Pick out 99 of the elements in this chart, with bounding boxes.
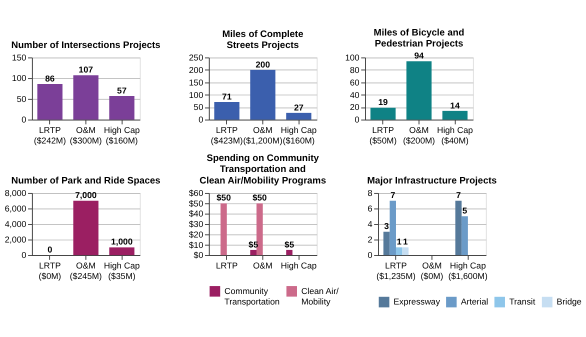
bar	[442, 110, 468, 120]
bar	[462, 216, 468, 256]
chart-title: Miles of Bicycle and Pedestrian Projects	[374, 27, 465, 50]
y-tick-label: 100	[188, 90, 204, 100]
x-tick-label: LRTP ($423M)	[210, 124, 244, 146]
y-tick-label: $0	[194, 250, 204, 260]
bar	[390, 200, 396, 256]
x-tick-label: LRTP ($50M)	[369, 124, 397, 146]
bar	[109, 96, 134, 120]
data-label: 94	[414, 50, 424, 61]
y-tick-label: $50	[188, 198, 204, 208]
y-tick-label: 4,000	[4, 219, 27, 230]
y-tick-label: 150	[188, 77, 204, 88]
bar	[214, 102, 240, 120]
bar	[455, 200, 462, 256]
data-label: 7	[456, 190, 462, 200]
x-tick-label: O&M ($300M)	[70, 124, 102, 146]
x-tick-label: High Cap ($35M)	[104, 260, 140, 281]
legend-label: Clean Air/ Mobility	[301, 286, 340, 306]
x-tick-label: O&M	[252, 260, 273, 270]
chart-title: Number of Intersections Projects	[11, 40, 160, 51]
bar	[250, 70, 276, 120]
bar	[37, 84, 62, 120]
data-label: 71	[222, 91, 232, 102]
data-label: 7	[390, 190, 396, 200]
x-tick-label: High Cap	[280, 260, 317, 270]
data-label: 5	[462, 206, 468, 216]
x-tick-label: High Cap ($160M)	[104, 124, 140, 146]
data-label: 1	[396, 236, 402, 247]
chart-title: Spending on Community Transportation and Clean Air/Mobility Programs	[199, 153, 326, 186]
chart-title: Number of Park and Ride Spaces	[11, 175, 160, 186]
y-tick-label: 250	[188, 52, 204, 62]
y-tick-label: 0	[368, 250, 373, 260]
y-tick-label: $40	[188, 208, 204, 219]
data-label: 14	[450, 100, 460, 110]
x-tick-label: LRTP ($0M)	[38, 260, 62, 281]
x-tick-label: High Cap ($40M)	[436, 124, 474, 146]
x-tick-label: O&M ($0M)	[420, 260, 444, 281]
y-tick-label: 6,000	[4, 204, 27, 214]
x-tick-label: LRTP	[216, 260, 238, 270]
y-tick-label: 8	[368, 188, 373, 198]
data-label: $50	[216, 192, 232, 203]
bar	[286, 112, 312, 120]
y-tick-label: 0	[354, 114, 360, 125]
data-label: 0	[48, 244, 53, 255]
data-label: 1	[403, 236, 408, 247]
bar	[406, 61, 432, 120]
data-label: 86	[45, 73, 55, 84]
y-tick-label: $60	[188, 188, 204, 198]
y-tick-label: 50	[16, 94, 27, 104]
x-tick-label: LRTP ($242M)	[34, 124, 66, 146]
y-tick-label: 2,000	[4, 234, 27, 245]
y-tick-label: $30	[188, 219, 204, 230]
y-tick-label: 150	[12, 52, 27, 62]
data-label: 57	[117, 85, 127, 96]
data-label: 200	[256, 59, 270, 70]
x-tick-label: High Cap ($160M)	[280, 124, 317, 146]
x-tick-label: O&M ($200M)	[402, 124, 436, 146]
y-tick-label: 8,000	[4, 188, 27, 198]
y-tick-label: 60	[350, 77, 360, 88]
data-label: 1,000	[111, 236, 133, 247]
y-tick-label: 20	[350, 102, 360, 112]
bar	[370, 108, 396, 120]
y-tick-label: 200	[188, 64, 204, 75]
x-tick-label: High Cap ($1,600M)	[448, 260, 488, 281]
bar	[383, 232, 390, 256]
x-tick-label: O&M ($1,200M)	[243, 124, 283, 146]
bar	[396, 247, 402, 256]
y-tick-label: 80	[350, 64, 360, 75]
legend-label: Transit	[509, 296, 536, 307]
legend-label: Arterial	[460, 296, 488, 307]
y-tick-label: $10	[188, 240, 204, 250]
x-tick-label: O&M ($245M)	[70, 260, 102, 281]
data-label: $5	[284, 239, 294, 250]
y-tick-label: 50	[194, 102, 204, 112]
bar	[73, 75, 98, 120]
chart-title: Major Infrastructure Projects	[367, 175, 497, 186]
legend-label: Community Transportation	[224, 286, 280, 306]
y-tick-label: 0	[198, 114, 204, 125]
y-tick-label: 100	[345, 52, 360, 62]
y-tick-label: 100	[12, 73, 27, 84]
y-tick-label: 2	[368, 234, 373, 245]
data-label: 7,000	[75, 190, 97, 200]
legend-label: Bridge	[556, 296, 582, 307]
data-label: $50	[252, 192, 268, 203]
y-tick-label: 0	[22, 114, 27, 125]
data-label: 107	[78, 64, 94, 75]
chart-title: Miles of Complete Streets Projects	[222, 28, 304, 51]
data-label: 19	[378, 97, 388, 108]
x-tick-label: LRTP ($1,235M)	[376, 260, 416, 281]
y-tick-label: 0	[22, 250, 27, 260]
bar	[402, 247, 409, 256]
data-label: 27	[294, 102, 304, 112]
legend-label: Expressway	[394, 296, 441, 307]
y-tick-label: 6	[368, 204, 373, 214]
data-label: 3	[384, 221, 390, 232]
y-tick-label: 4	[368, 219, 373, 230]
y-tick-label: 40	[350, 90, 360, 100]
y-tick-label: $20	[188, 229, 204, 240]
